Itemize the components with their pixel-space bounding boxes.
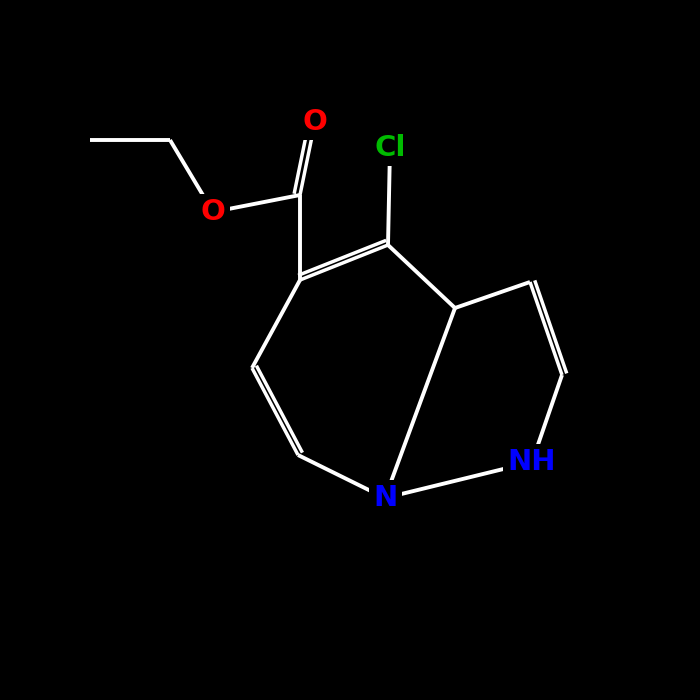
Text: O: O <box>302 108 328 136</box>
Text: N: N <box>373 484 397 512</box>
Text: Cl: Cl <box>374 134 406 162</box>
Text: NH: NH <box>508 448 556 476</box>
Text: O: O <box>201 198 225 226</box>
